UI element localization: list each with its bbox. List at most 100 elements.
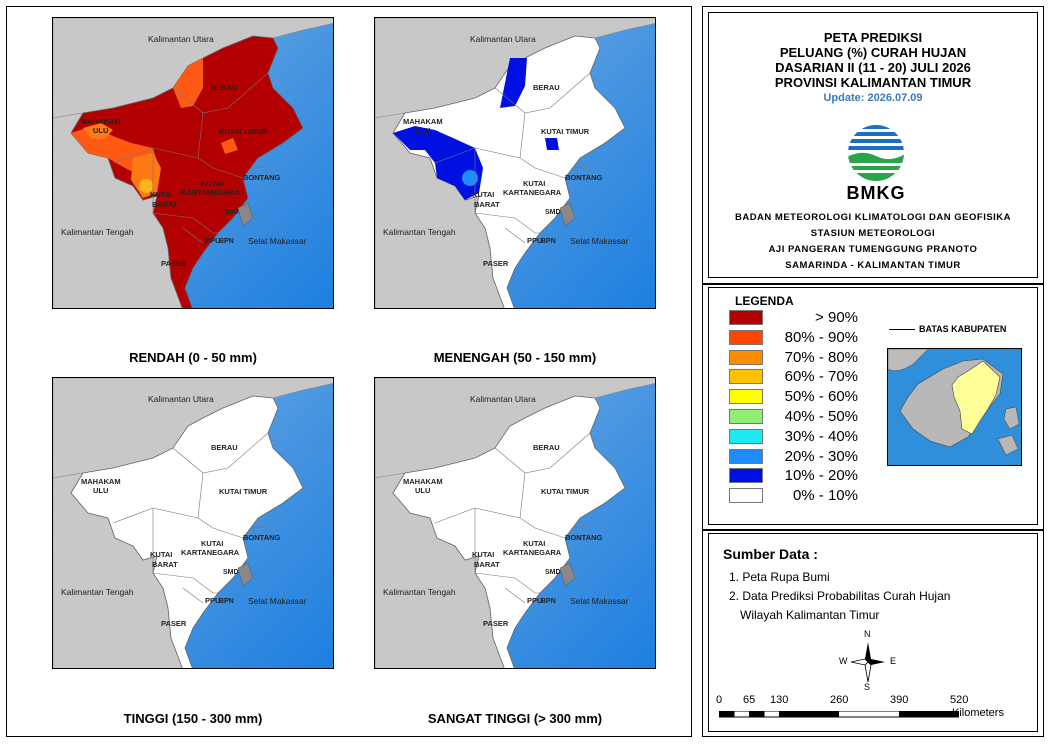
map-caption-menengah: MENENGAH (50 - 150 mm): [433, 350, 597, 365]
map-caption-rendah: RENDAH (0 - 50 mm): [129, 350, 257, 365]
header-frame: PETA PREDIKSI PELUANG (%) CURAH HUJAN DA…: [702, 6, 1044, 284]
legend-item: > 90%: [729, 308, 858, 327]
map-label-mahakam1: MAHAKAM: [403, 117, 443, 126]
org-line-1: BADAN METEOROLOGI KLIMATOLOGI DAN GEOFIS…: [734, 212, 1012, 223]
map-label-kubar1: KUTAI: [150, 190, 172, 199]
legend-label: 10% - 20%: [784, 467, 858, 485]
map-panel-white: Kalimantan Utara Kalimantan Tengah Kaliman…: [374, 377, 656, 669]
zone-20-30: [462, 170, 478, 186]
bmkg-logo: BMKG: [847, 123, 905, 203]
map-label-kubar2: BARAT: [474, 200, 500, 209]
map-label-berau: BERAU: [211, 83, 238, 92]
map-svg: Kalimantan Utara Kalimantan Tengah Kaliman…: [53, 378, 333, 669]
compass: N S W E: [839, 629, 897, 692]
map-label-kukar2: KARTANEGARA: [181, 548, 240, 557]
bmkg-logo-icon: [848, 125, 904, 181]
map-label-smd: SMD: [545, 569, 561, 576]
bmkg-logo-text: BMKG: [846, 183, 906, 203]
org-line-3: AJI PANGERAN TUMENGGUNG PRANOTO: [768, 244, 978, 255]
compass-rose-icon: [850, 642, 885, 683]
map-label-kutim: KUTAI TIMUR: [219, 127, 268, 136]
legend-label: 40% - 50%: [784, 408, 858, 425]
map-panel-white: Kalimantan Utara Kalimantan Tengah Kaliman…: [52, 377, 334, 669]
map-label-kutim: KUTAI TIMUR: [219, 487, 268, 496]
map-label-kukar2: KARTANEGARA: [181, 188, 240, 197]
map-label-kukar2: KARTANEGARA: [503, 548, 562, 557]
map-label-berau: BERAU: [533, 443, 560, 452]
boundary-legend: BATAS KABUPATEN: [889, 324, 1006, 334]
map-label-bontang: BONTANG: [243, 173, 281, 182]
map-label-kukar2: KARTANEGARA: [503, 188, 562, 197]
legend-item: 30% - 40%: [729, 427, 858, 446]
inset-map-svg: [888, 349, 1021, 465]
map-label-kalteng: Kalimantan Tengah: [383, 227, 456, 237]
map-label-bpn: BPN: [219, 598, 234, 605]
zone-70-80: [131, 153, 161, 198]
zone-80-90-berau: [173, 58, 203, 108]
legend-label: 20% - 30%: [784, 447, 858, 465]
map-label-kubar2: BARAT: [152, 200, 178, 209]
map-label-mahakam2: ULU: [415, 126, 430, 135]
legend-label: 30% - 40%: [784, 427, 858, 445]
map-label-bontang: BONTANG: [565, 173, 603, 182]
legend-item: 40% - 50%: [729, 407, 858, 426]
source-item-2b: Wilayah Kalimantan Timur: [740, 608, 880, 622]
legend-swatch: [729, 488, 763, 504]
map-label-smd: SMD: [545, 209, 561, 216]
map-label-kubar2: BARAT: [152, 560, 178, 569]
scale-bar-graphic: [719, 711, 959, 718]
source-frame: Sumber Data : 1. Peta Rupa Bumi 2. Data …: [702, 530, 1044, 737]
title-line-3: DASARIAN II (11 - 20) JULI 2026: [775, 60, 971, 75]
map-label-kukar1: KUTAI: [201, 179, 223, 188]
source-inner: Sumber Data : 1. Peta Rupa Bumi 2. Data …: [708, 533, 1038, 732]
map-label-bpn: BPN: [541, 598, 556, 605]
map-label-kalteng: Kalimantan Tengah: [383, 587, 456, 597]
map-label-mahakam1: MAHAKAM: [81, 117, 121, 126]
map-label-kalsel: Kalimantan Selatan: [109, 667, 183, 669]
header-inner: PETA PREDIKSI PELUANG (%) CURAH HUJAN DA…: [708, 12, 1038, 278]
map-label-berau: BERAU: [533, 83, 560, 92]
legend-swatch: [729, 329, 763, 345]
map-panel-menengah: Kalimantan Utara Kalimantan Tengah Kaliman…: [374, 17, 656, 309]
map-label-ppu: PPU: [205, 596, 220, 605]
map-label-bpn: BPN: [219, 238, 234, 245]
title-line-2: PELUANG (%) CURAH HUJAN: [779, 45, 967, 60]
map-label-kubar2: BARAT: [474, 560, 500, 569]
map-label-smd: SMD: [223, 209, 239, 216]
map-label-bontang: BONTANG: [243, 533, 281, 542]
scale-tick-label: 520: [950, 694, 969, 706]
map-label-kubar1: KUTAI: [150, 550, 172, 559]
legend-swatch: [729, 369, 763, 385]
map-label-selat: Selat Makassar: [248, 596, 307, 606]
scale-tick-label: 0: [716, 694, 723, 706]
map-svg: Kalimantan Utara Kalimantan Tengah Kaliman…: [53, 18, 333, 308]
map-label-kubar1: KUTAI: [472, 550, 494, 559]
legend-item: 10% - 20%: [729, 466, 858, 485]
map-label-paser: PASER: [483, 619, 509, 628]
map-label-kukar1: KUTAI: [523, 539, 545, 548]
title-line-1: PETA PREDIKSI: [823, 30, 923, 45]
zone-60-70: [139, 179, 153, 193]
legend-item: 60% - 70%: [729, 367, 858, 386]
map-label-bpn: BPN: [541, 238, 556, 245]
map-label-smd: SMD: [223, 569, 239, 576]
scale-tick-label: 130: [770, 694, 789, 706]
compass-n: N: [864, 629, 871, 639]
map-label-kalteng: Kalimantan Tengah: [61, 227, 134, 237]
map-label-selat: Selat Makassar: [570, 596, 629, 606]
map-label-mahakam2: ULU: [93, 486, 108, 495]
legend-item: 70% - 80%: [729, 348, 858, 367]
map-label-mahakam2: ULU: [93, 126, 108, 135]
legend-label: 50% - 60%: [784, 388, 858, 406]
map-label-berau: BERAU: [211, 443, 238, 452]
map-label-paser: PASER: [161, 259, 187, 268]
inset-map: [887, 348, 1022, 466]
legend-swatch: [729, 428, 763, 444]
compass-e: E: [890, 656, 897, 666]
map-label-ppu: PPU: [527, 596, 542, 605]
legend-frame: LEGENDA > 90% 80% - 90% 70% - 80% 60% - 70%…: [702, 284, 1044, 530]
map-label-kaltara: Kalimantan Utara: [470, 394, 536, 404]
map-label-selat: Selat Makassar: [248, 236, 307, 246]
map-svg: Kalimantan Utara Kalimantan Tengah Kaliman…: [375, 378, 655, 668]
map-label-kalsel: Kalimantan Selatan: [431, 307, 505, 309]
